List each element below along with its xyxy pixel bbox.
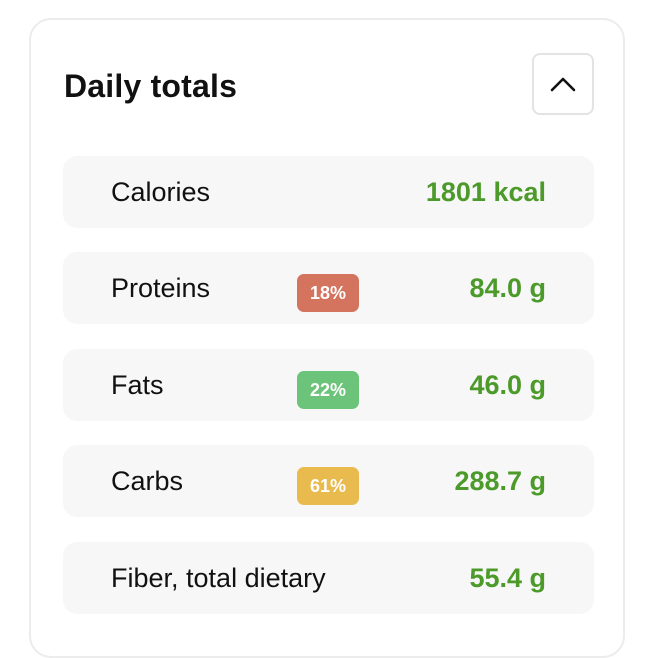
calories-value: 1801 kcal <box>425 176 546 207</box>
card-title: Daily totals <box>64 68 238 104</box>
fiber-label: Fiber, total dietary <box>111 562 326 593</box>
proteins-value: 84.0 g <box>469 272 546 303</box>
carbs-value: 288.7 g <box>454 465 546 496</box>
proteins-row: Proteins 18% 84.0 g <box>63 252 594 324</box>
fats-label: Fats <box>111 369 164 400</box>
daily-totals-card: Daily totals Calories 1801 kcal Proteins… <box>29 18 625 658</box>
chevron-up-icon <box>550 77 576 92</box>
calories-label: Calories <box>111 176 211 207</box>
proteins-label: Proteins <box>111 272 211 303</box>
fats-percent-badge: 22% <box>297 371 359 409</box>
carbs-percent-badge: 61% <box>297 467 359 505</box>
carbs-row: Carbs 61% 288.7 g <box>63 445 594 517</box>
collapse-button[interactable] <box>532 53 594 115</box>
fats-row: Fats 22% 46.0 g <box>63 349 594 421</box>
calories-row: Calories 1801 kcal <box>63 156 594 228</box>
carbs-label: Carbs <box>111 465 184 496</box>
fiber-row: Fiber, total dietary 55.4 g <box>63 542 594 614</box>
fiber-value: 55.4 g <box>469 562 546 593</box>
fats-value: 46.0 g <box>469 369 546 400</box>
proteins-percent-badge: 18% <box>297 274 359 312</box>
